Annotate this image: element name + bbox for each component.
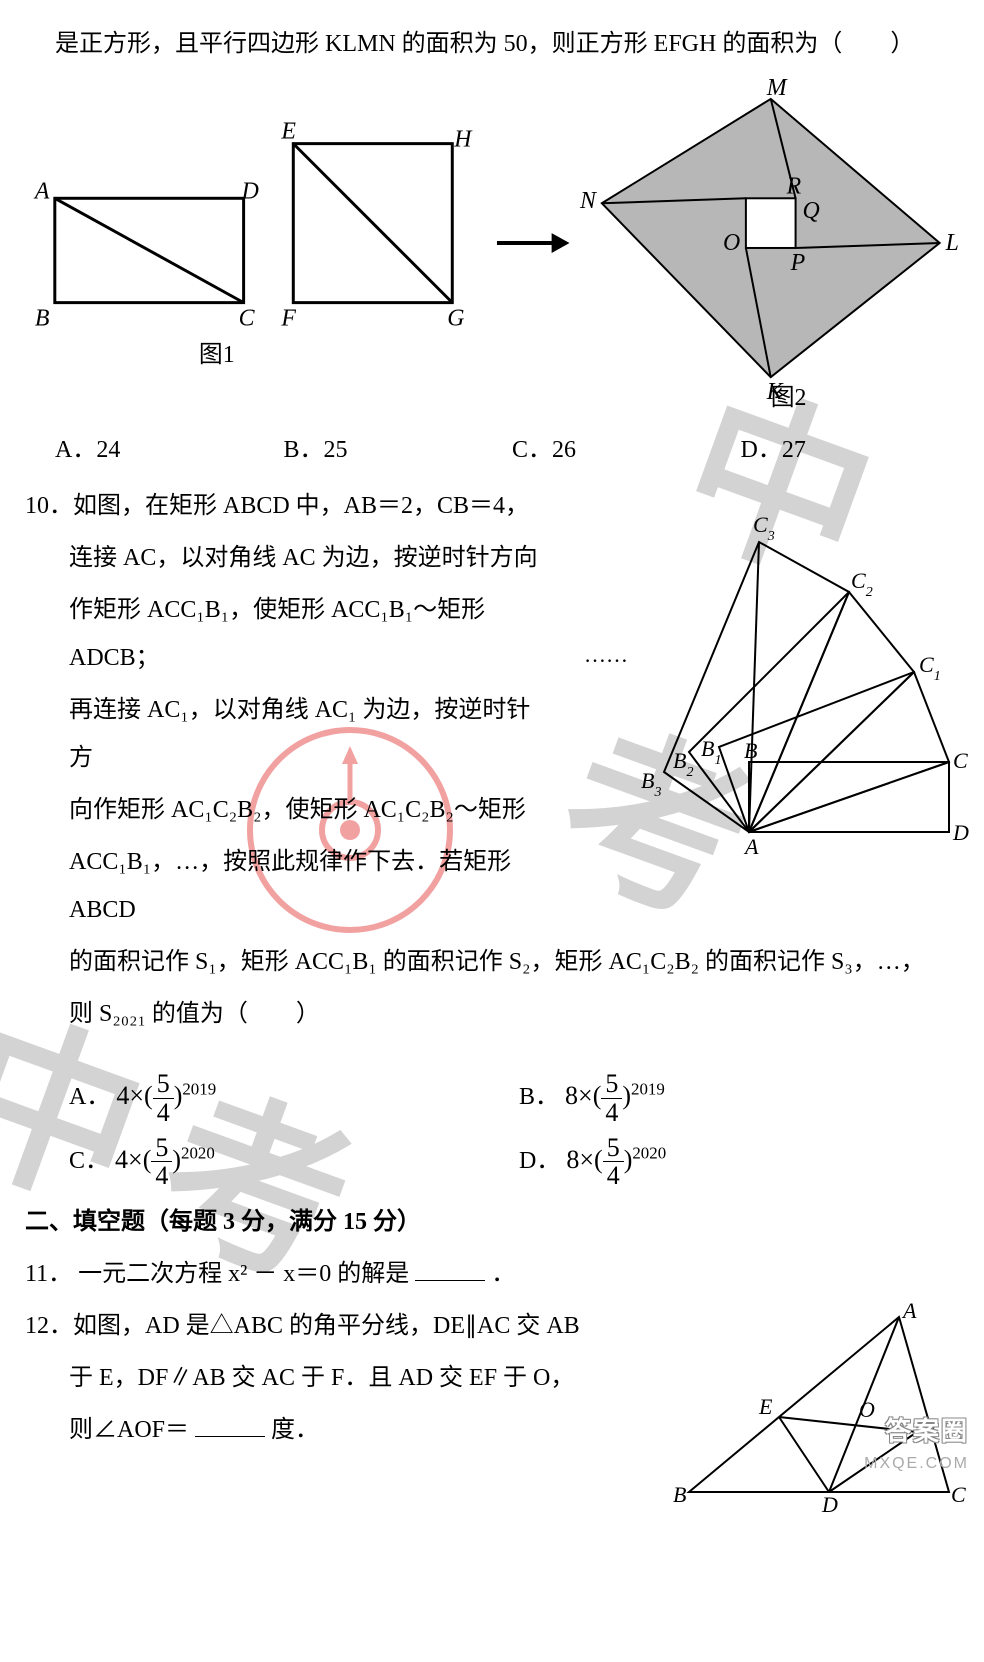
svg-text:图2: 图2	[770, 385, 806, 408]
svg-text:G: G	[447, 305, 464, 331]
svg-text:E: E	[280, 119, 296, 145]
svg-text:C1: C1	[919, 652, 941, 684]
svg-text:……: ……	[584, 642, 628, 667]
svg-text:R: R	[785, 173, 801, 199]
footer-url: MXQE.COM	[864, 1448, 969, 1480]
svg-text:B: B	[744, 738, 757, 763]
section2-heading: 二、填空题（每题 3 分，满分 15 分）	[25, 1198, 969, 1246]
q10-number: 10．	[25, 493, 73, 519]
q10-l1: 如图，在矩形 ABCD 中，AB＝2，CB＝4，	[73, 493, 529, 519]
svg-text:C2: C2	[851, 568, 873, 600]
q9-tail-text: 是正方形，且平行四边形 KLMN 的面积为 50，则正方形 EFGH 的面积为（…	[25, 20, 969, 68]
q11-text-a: 一元二次方程 x² － x＝0 的解是	[78, 1261, 409, 1287]
q9-option-a: A．24	[55, 426, 284, 474]
arrow-icon	[492, 223, 572, 263]
svg-text:P: P	[789, 250, 805, 276]
svg-text:D: D	[241, 178, 259, 204]
q10-l7: 的面积记作 S₁，矩形 ACC₁B₁ 的面积记作 S₂，矩形 AC₁C₂B₂ 的…	[25, 938, 969, 986]
q9-option-c: C．26	[512, 426, 741, 474]
svg-text:N: N	[578, 188, 596, 214]
svg-text:L: L	[944, 230, 958, 256]
svg-text:D: D	[952, 820, 969, 845]
q10-option-d: D． 8×(54)2020	[519, 1134, 969, 1190]
q9-option-b: B．25	[284, 426, 513, 474]
svg-text:B1: B1	[701, 736, 721, 768]
q9-options: A．24 B．25 C．26 D．27	[25, 426, 969, 474]
q9-figure1: A B C D E F G H 图1	[25, 88, 492, 398]
q9-figure-row: A B C D E F G H 图1 M N	[25, 78, 969, 408]
q11-number: 11．	[25, 1261, 72, 1287]
q10-figure: A B C D B1 B2 B3 C1 C2 C3 ……	[549, 472, 969, 872]
svg-text:A: A	[743, 834, 759, 859]
svg-text:F: F	[280, 305, 296, 331]
svg-text:H: H	[453, 127, 473, 153]
q12-figure: A B C D E F O	[669, 1302, 969, 1512]
q11-blank	[415, 1257, 485, 1281]
svg-text:D: D	[821, 1492, 838, 1512]
q12-l1: 如图，AD 是△ABC 的角平分线，DE∥AC 交 AB	[73, 1313, 580, 1339]
svg-text:C: C	[951, 1482, 966, 1507]
svg-text:Q: Q	[802, 198, 819, 224]
q12-number: 12．	[25, 1313, 73, 1339]
q9-figure2: M N L K R Q P O 图2	[572, 78, 969, 408]
svg-text:M: M	[765, 78, 787, 101]
q10-option-b: B． 8×(54)2019	[519, 1070, 969, 1126]
q10-l8: 则 S₂₀₂₁ 的值为（ ）	[25, 990, 969, 1038]
svg-text:O: O	[723, 230, 740, 256]
q10-option-c: C． 4×(54)2020	[69, 1134, 519, 1190]
svg-text:图1: 图1	[199, 342, 235, 368]
svg-text:A: A	[33, 178, 50, 204]
footer-watermark: 答案圈 MXQE.COM	[864, 1416, 969, 1479]
q12-blank	[195, 1413, 265, 1437]
q9-option-d: D．27	[741, 426, 970, 474]
q10-option-a: A． 4×(54)2019	[69, 1070, 519, 1126]
svg-text:C: C	[239, 305, 256, 331]
svg-text:E: E	[758, 1394, 773, 1419]
svg-text:B: B	[673, 1482, 686, 1507]
svg-text:C: C	[953, 748, 968, 773]
svg-text:A: A	[901, 1302, 917, 1323]
footer-title: 答案圈	[864, 1416, 969, 1447]
svg-text:B: B	[35, 305, 50, 331]
q11-text-b: ．	[491, 1261, 515, 1287]
svg-text:C3: C3	[753, 512, 775, 544]
svg-text:B3: B3	[641, 768, 661, 800]
